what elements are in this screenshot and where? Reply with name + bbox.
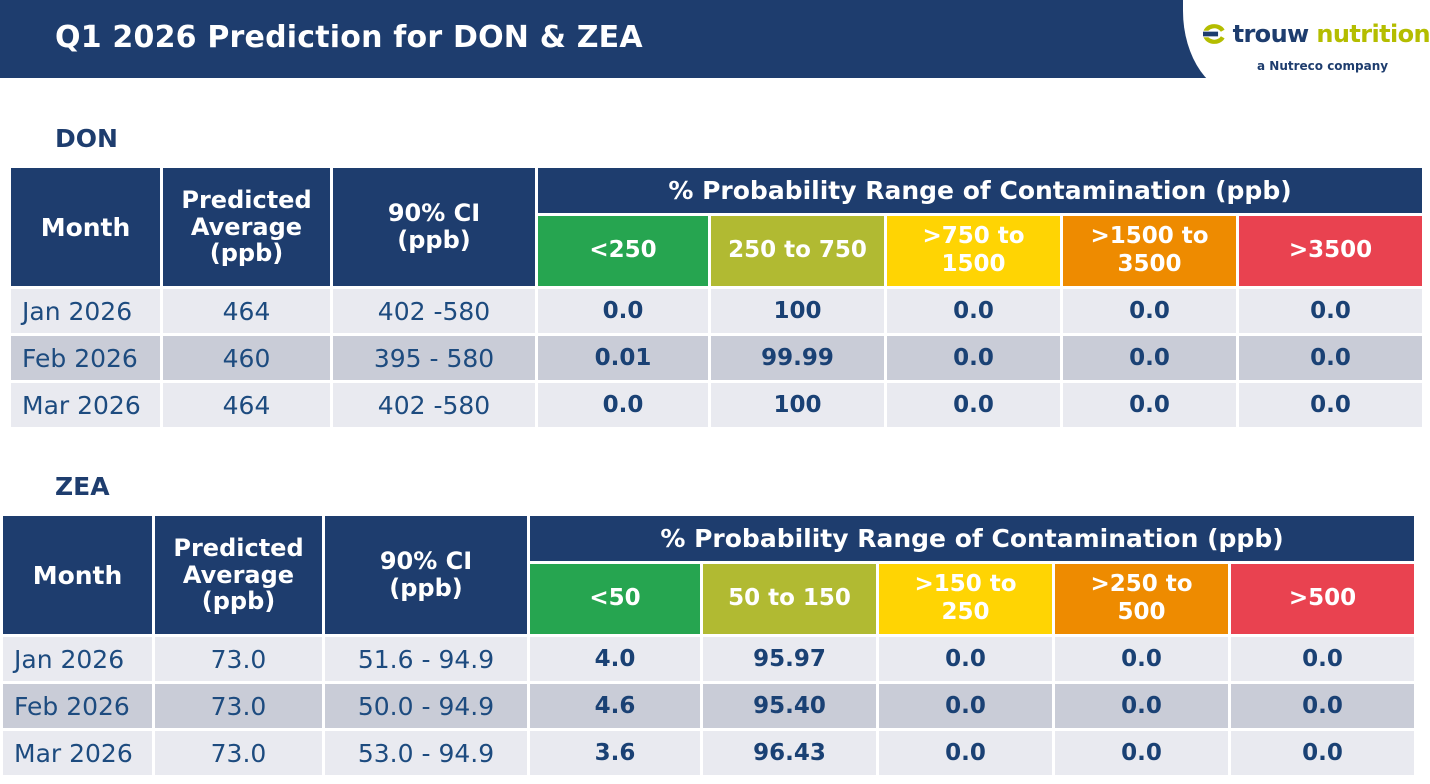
month-cell: Jan 2026 bbox=[3, 637, 152, 681]
prob-cell: 95.97 bbox=[703, 637, 876, 681]
avg-cell: 464 bbox=[163, 383, 330, 427]
ci-cell: 51.6 - 94.9 bbox=[325, 637, 527, 681]
range-header-red: >500 bbox=[1231, 564, 1414, 634]
logo-panel: trouw nutrition a Nutreco company bbox=[1183, 0, 1430, 96]
predicted-avg-header: Predicted Average (ppb) bbox=[163, 168, 330, 286]
prob-cell: 0.0 bbox=[1239, 383, 1422, 427]
prob-cell: 0.0 bbox=[1231, 731, 1414, 775]
ci-header: 90% CI (ppb) bbox=[325, 516, 527, 634]
probability-range-header: % Probability Range of Contamination (pp… bbox=[538, 168, 1422, 213]
predicted-avg-header: Predicted Average (ppb) bbox=[155, 516, 322, 634]
prob-cell: 0.01 bbox=[538, 336, 708, 380]
don-section: DON Month Predicted Average (ppb) 90% CI… bbox=[0, 124, 1430, 430]
prob-cell: 100 bbox=[711, 383, 884, 427]
prob-cell: 0.0 bbox=[1231, 684, 1414, 728]
prob-cell: 0.0 bbox=[879, 684, 1052, 728]
range-header-orange: >1500 to 3500 bbox=[1063, 216, 1236, 286]
prob-cell: 0.0 bbox=[879, 637, 1052, 681]
ci-cell: 402 -580 bbox=[333, 289, 535, 333]
month-cell: Jan 2026 bbox=[11, 289, 160, 333]
avg-cell: 73.0 bbox=[155, 684, 322, 728]
ci-cell: 395 - 580 bbox=[333, 336, 535, 380]
prob-cell: 0.0 bbox=[538, 289, 708, 333]
avg-cell: 73.0 bbox=[155, 731, 322, 775]
brand-trouw: trouw bbox=[1232, 20, 1310, 48]
ci-cell: 53.0 - 94.9 bbox=[325, 731, 527, 775]
table-row: Feb 2026 73.0 50.0 - 94.9 4.6 95.40 0.0 … bbox=[3, 684, 1414, 728]
range-header-green: <250 bbox=[538, 216, 708, 286]
logo-tagline: a Nutreco company bbox=[1257, 59, 1389, 73]
prob-cell: 0.0 bbox=[1055, 684, 1228, 728]
ci-cell: 50.0 - 94.9 bbox=[325, 684, 527, 728]
month-header: Month bbox=[3, 516, 152, 634]
table-row: Feb 2026 460 395 - 580 0.01 99.99 0.0 0.… bbox=[11, 336, 1422, 380]
zea-section: ZEA Month Predicted Average (ppb) 90% CI… bbox=[0, 472, 1430, 778]
avg-cell: 464 bbox=[163, 289, 330, 333]
prob-cell: 0.0 bbox=[879, 731, 1052, 775]
trouw-nutrition-logo-icon bbox=[1203, 24, 1225, 44]
zea-range-row: <50 50 to 150 >150 to 250 >250 to 500 >5… bbox=[3, 564, 1414, 634]
prob-cell: 0.0 bbox=[1063, 383, 1236, 427]
month-cell: Mar 2026 bbox=[11, 383, 160, 427]
ci-cell: 402 -580 bbox=[333, 383, 535, 427]
range-header-orange: >250 to 500 bbox=[1055, 564, 1228, 634]
prob-cell: 100 bbox=[711, 289, 884, 333]
avg-cell: 460 bbox=[163, 336, 330, 380]
table-row: Mar 2026 464 402 -580 0.0 100 0.0 0.0 0.… bbox=[11, 383, 1422, 427]
don-section-label: DON bbox=[55, 124, 118, 153]
zea-table: Month Predicted Average (ppb) 90% CI (pp… bbox=[0, 513, 1417, 778]
prob-cell: 0.0 bbox=[887, 383, 1060, 427]
prob-cell: 4.0 bbox=[530, 637, 700, 681]
prob-cell: 0.0 bbox=[1063, 289, 1236, 333]
prob-cell: 0.0 bbox=[887, 289, 1060, 333]
prob-cell: 0.0 bbox=[1239, 336, 1422, 380]
prob-cell: 96.43 bbox=[703, 731, 876, 775]
table-row: Jan 2026 73.0 51.6 - 94.9 4.0 95.97 0.0 … bbox=[3, 637, 1414, 681]
avg-cell: 73.0 bbox=[155, 637, 322, 681]
prob-cell: 95.40 bbox=[703, 684, 876, 728]
page-title: Q1 2026 Prediction for DON & ZEA bbox=[55, 20, 643, 56]
trouw-nutrition-logo: trouw nutrition bbox=[1203, 12, 1430, 56]
prob-cell: 4.6 bbox=[530, 684, 700, 728]
range-header-yellow: >750 to 1500 bbox=[887, 216, 1060, 286]
header-bar: Q1 2026 Prediction for DON & ZEA trouw n… bbox=[0, 0, 1430, 96]
table-row: Mar 2026 73.0 53.0 - 94.9 3.6 96.43 0.0 … bbox=[3, 731, 1414, 775]
month-header: Month bbox=[11, 168, 160, 286]
range-header-yellow: >150 to 250 bbox=[879, 564, 1052, 634]
prob-cell: 0.0 bbox=[1055, 637, 1228, 681]
don-range-row: <250 250 to 750 >750 to 1500 >1500 to 35… bbox=[11, 216, 1422, 286]
don-header-row: Month Predicted Average (ppb) 90% CI (pp… bbox=[11, 168, 1422, 286]
ci-header: 90% CI (ppb) bbox=[333, 168, 535, 286]
brand-wordmark: trouw nutrition bbox=[1233, 20, 1430, 48]
prob-cell: 0.0 bbox=[1055, 731, 1228, 775]
prob-cell: 0.0 bbox=[887, 336, 1060, 380]
prob-cell: 0.0 bbox=[538, 383, 708, 427]
month-cell: Mar 2026 bbox=[3, 731, 152, 775]
brand-nutrition: nutrition bbox=[1316, 20, 1430, 48]
range-header-red: >3500 bbox=[1239, 216, 1422, 286]
table-row: Jan 2026 464 402 -580 0.0 100 0.0 0.0 0.… bbox=[11, 289, 1422, 333]
range-header-olive: 50 to 150 bbox=[703, 564, 876, 634]
prob-cell: 0.0 bbox=[1231, 637, 1414, 681]
zea-section-label: ZEA bbox=[55, 472, 110, 501]
range-header-green: <50 bbox=[530, 564, 700, 634]
range-header-olive: 250 to 750 bbox=[711, 216, 884, 286]
month-cell: Feb 2026 bbox=[3, 684, 152, 728]
prob-cell: 0.0 bbox=[1239, 289, 1422, 333]
don-table: Month Predicted Average (ppb) 90% CI (pp… bbox=[8, 165, 1425, 430]
prob-cell: 0.0 bbox=[1063, 336, 1236, 380]
prob-cell: 99.99 bbox=[711, 336, 884, 380]
month-cell: Feb 2026 bbox=[11, 336, 160, 380]
zea-header-row: Month Predicted Average (ppb) 90% CI (pp… bbox=[3, 516, 1414, 634]
probability-range-header: % Probability Range of Contamination (pp… bbox=[530, 516, 1414, 561]
prob-cell: 3.6 bbox=[530, 731, 700, 775]
